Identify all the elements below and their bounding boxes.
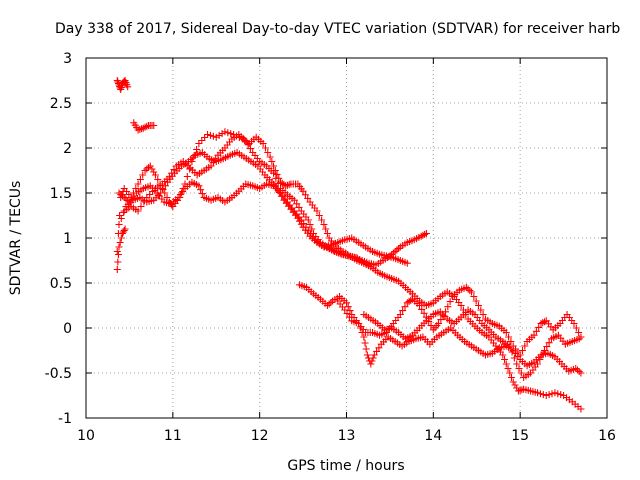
data-point: [362, 340, 369, 347]
y-tick-label: 2: [63, 141, 72, 157]
x-tick-label: 12: [251, 428, 269, 444]
chart: Day 338 of 2017, Sidereal Day-to-day VTE…: [0, 0, 640, 480]
series-9: [114, 77, 131, 93]
chart-title: Day 338 of 2017, Sidereal Day-to-day VTE…: [55, 21, 620, 37]
series-8: [130, 119, 157, 133]
data-point: [360, 334, 367, 341]
y-tick-label: 0: [63, 321, 72, 337]
series-4: [115, 179, 374, 271]
data-point: [114, 259, 121, 266]
x-axis-label: GPS time / hours: [287, 458, 404, 474]
x-tick-label: 14: [424, 428, 442, 444]
y-tick-label: 3: [63, 51, 72, 67]
data-point: [363, 346, 370, 353]
data-point: [506, 370, 513, 377]
data-point: [115, 244, 122, 251]
data-point: [308, 226, 315, 233]
data-point: [508, 374, 515, 381]
data-point: [114, 266, 121, 273]
x-tick-label: 15: [511, 428, 529, 444]
x-tick-label: 10: [77, 428, 95, 444]
data-point: [501, 356, 508, 363]
data-point: [322, 226, 329, 233]
y-tick-label: -0.5: [45, 366, 72, 382]
data-points: [114, 77, 585, 413]
series-10: [114, 226, 129, 274]
data-point: [268, 158, 275, 165]
y-tick-label: 1: [63, 231, 72, 247]
y-tick-label: -1: [58, 411, 72, 427]
data-point: [505, 365, 512, 372]
data-point: [199, 190, 206, 197]
series-1: [114, 128, 585, 412]
data-point: [274, 171, 281, 178]
grid: [86, 58, 607, 418]
x-tick-label: 13: [338, 428, 356, 444]
data-point: [184, 173, 191, 180]
data-point: [286, 181, 293, 188]
y-tick-label: 2.5: [50, 96, 72, 112]
y-axis-label: SDTVAR / TECUs: [8, 181, 24, 296]
data-point: [178, 190, 185, 197]
data-point: [115, 221, 122, 228]
data-point: [117, 239, 124, 246]
x-tick-label: 16: [598, 428, 616, 444]
data-point: [503, 361, 510, 368]
data-point: [197, 186, 204, 193]
data-point: [284, 182, 291, 189]
x-tick-label: 11: [164, 428, 182, 444]
data-point: [539, 319, 546, 326]
data-point: [324, 230, 331, 237]
y-tick-label: 0.5: [50, 276, 72, 292]
series-3: [115, 149, 410, 267]
y-tick-label: 1.5: [50, 186, 72, 202]
